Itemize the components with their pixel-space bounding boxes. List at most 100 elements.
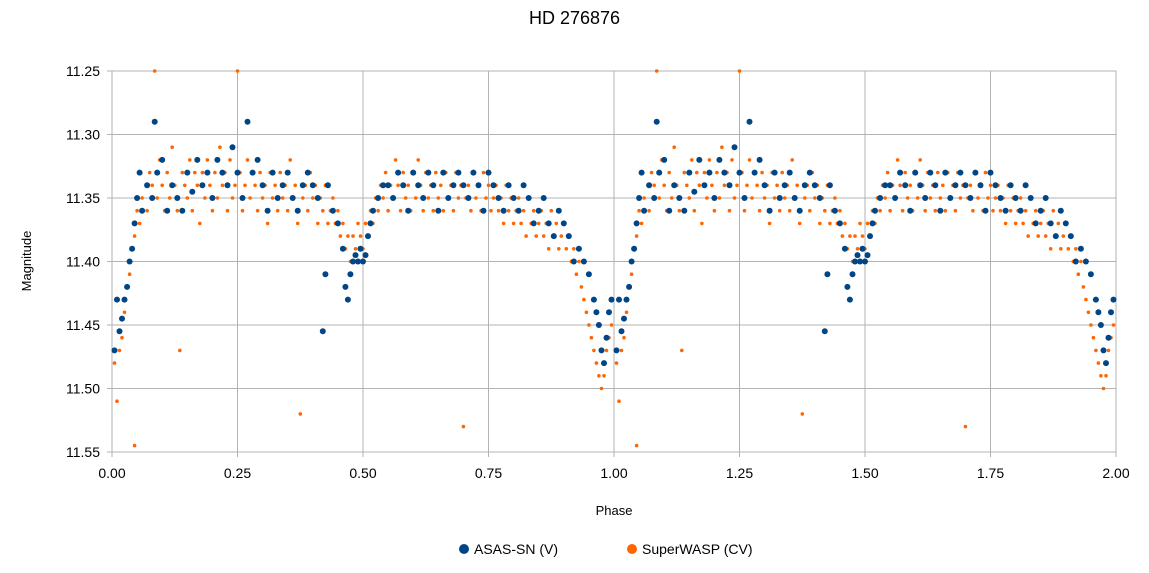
asas-sn-point <box>598 347 605 354</box>
superwasp-point <box>1038 221 1043 226</box>
chart-title: HD 276876 <box>529 8 620 28</box>
asas-sn-point <box>505 182 512 189</box>
asas-sn-point <box>425 169 432 176</box>
asas-sn-point <box>952 182 959 189</box>
superwasp-point <box>403 196 408 200</box>
superwasp-point <box>1059 247 1063 251</box>
asas-sn-point <box>852 258 858 265</box>
asas-sn-point <box>854 252 861 259</box>
asas-sn-point <box>1012 195 1019 201</box>
superwasp-point <box>579 285 584 289</box>
asas-sn-point <box>761 182 768 189</box>
superwasp-point <box>481 170 486 175</box>
superwasp-point <box>321 208 325 213</box>
x-tick-label: 0.25 <box>224 465 251 481</box>
asas-sn-point <box>370 207 376 214</box>
superwasp-point <box>1076 272 1081 277</box>
asas-sn-point <box>1072 258 1079 265</box>
superwasp-point <box>755 183 759 188</box>
superwasp-point <box>506 208 511 213</box>
superwasp-point <box>900 208 905 213</box>
asas-sn-point <box>661 156 668 163</box>
superwasp-point <box>614 361 619 365</box>
asas-sn-point <box>1017 207 1024 214</box>
superwasp-point <box>787 208 792 213</box>
superwasp-point <box>813 196 817 200</box>
asas-sn-point <box>264 207 271 214</box>
asas-sn-point <box>902 182 909 189</box>
superwasp-point <box>1021 221 1025 226</box>
asas-sn-point <box>716 156 723 163</box>
asas-sn-point <box>618 328 625 335</box>
asas-sn-point <box>390 195 397 201</box>
asas-sn-point <box>565 233 572 240</box>
superwasp-point <box>336 208 340 213</box>
asas-sn-point <box>1103 360 1109 367</box>
asas-sn-point <box>259 182 266 189</box>
superwasp-point <box>1079 259 1083 264</box>
asas-sn-point <box>653 118 660 125</box>
superwasp-point <box>1089 323 1093 327</box>
gridlines <box>107 70 1117 457</box>
asas-sn-point <box>430 182 437 189</box>
asas-sn-point <box>726 182 733 189</box>
superwasp-point <box>609 323 614 327</box>
superwasp-point <box>421 208 426 213</box>
superwasp-point <box>311 196 315 200</box>
superwasp-point <box>928 196 933 200</box>
superwasp-point <box>293 183 298 188</box>
superwasp-point <box>351 234 355 238</box>
y-tick-label: 11.55 <box>66 444 100 460</box>
asas-sn-series <box>111 118 1117 367</box>
superwasp-point <box>767 221 772 226</box>
asas-sn-point <box>455 169 462 176</box>
superwasp-point <box>200 170 205 175</box>
plot-frame <box>111 70 1117 453</box>
y-tick-label: 11.30 <box>66 127 100 143</box>
asas-sn-point <box>435 207 442 214</box>
asas-sn-point <box>613 347 620 354</box>
superwasp-point <box>840 234 845 238</box>
superwasp-point <box>722 183 727 188</box>
superwasp-point <box>649 170 654 175</box>
asas-sn-point <box>151 118 158 125</box>
asas-sn-point <box>691 188 698 195</box>
superwasp-point <box>843 221 847 226</box>
superwasp-point <box>604 348 609 353</box>
asas-sn-point <box>826 182 833 189</box>
asas-sn-point <box>628 258 635 265</box>
superwasp-point <box>188 158 192 162</box>
asas-sn-point <box>299 182 306 189</box>
superwasp-point <box>700 221 704 226</box>
asas-sn-point <box>786 169 793 176</box>
superwasp-point <box>1086 310 1091 315</box>
superwasp-point <box>1096 361 1101 365</box>
asas-sn-point <box>214 156 221 163</box>
x-tick-label: 0.50 <box>349 465 376 481</box>
asas-sn-point <box>324 182 331 189</box>
asas-sn-point <box>608 296 615 303</box>
superwasp-point <box>735 183 739 188</box>
asas-sn-point <box>159 156 166 163</box>
asas-sn-point <box>194 156 201 163</box>
asas-sn-point <box>987 169 994 176</box>
superwasp-point <box>772 196 777 200</box>
superwasp-point <box>218 145 222 149</box>
asas-sn-point <box>420 195 427 201</box>
asas-sn-point <box>535 207 542 214</box>
superwasp-point <box>853 234 857 238</box>
superwasp-point <box>594 361 599 365</box>
y-tick-label: 11.40 <box>66 254 100 270</box>
superwasp-point <box>233 183 237 188</box>
superwasp-point <box>1013 221 1018 226</box>
asas-sn-point <box>274 195 281 201</box>
asas-sn-point <box>249 169 256 176</box>
superwasp-point <box>1061 234 1066 238</box>
superwasp-point <box>883 196 887 200</box>
superwasp-point <box>647 208 651 213</box>
asas-sn-point <box>510 195 517 201</box>
superwasp-point <box>923 208 927 213</box>
asas-sn-point <box>831 207 838 214</box>
superwasp-point <box>486 183 491 188</box>
asas-sn-point <box>304 169 311 176</box>
